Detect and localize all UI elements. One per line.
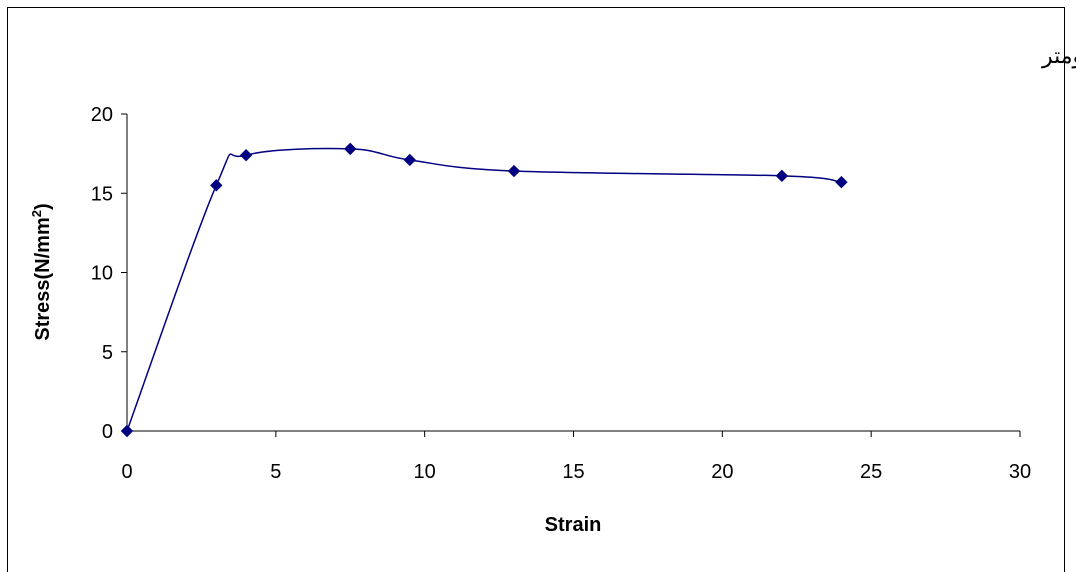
data-point-marker [775,169,789,183]
x-axis-title: Strain [545,514,602,536]
y-axis-title-end: ) [32,203,54,210]
data-point-marker [403,153,416,167]
y-tick-label: 10 [91,263,113,285]
x-axis: 0 5 10 15 20 25 30 [121,430,1031,483]
x-tick-label: 0 [121,461,132,483]
data-point-marker [835,175,848,189]
chart-annotation: 500> الحجم ≤250 مايكرومتر [1041,43,1076,69]
y-axis-title-main: Stress(N/mm [32,217,54,340]
y-axis: 0 5 10 15 20 [91,104,128,443]
series-group [120,142,848,438]
y-tick-label: 15 [91,183,113,205]
x-tick-label: 10 [414,461,436,483]
series-line [126,147,842,432]
y-axis-title: Stress(N/mm2) [29,203,54,340]
x-tick-label: 20 [711,461,733,483]
data-point-marker [120,424,134,438]
x-tick-label: 25 [860,461,882,483]
data-point-marker [507,164,521,178]
x-tick-label: 30 [1009,461,1031,483]
y-tick-label: 0 [102,421,113,443]
x-tick-label: 15 [562,461,584,483]
data-point-marker [210,179,223,192]
data-point-marker [239,149,253,162]
y-tick-label: 5 [102,342,113,364]
y-axis-title-superscript: 2 [29,210,44,217]
x-tick-label: 5 [270,461,281,483]
chart-frame [7,7,1065,572]
y-tick-label: 20 [91,104,113,126]
data-point-marker [344,142,357,156]
